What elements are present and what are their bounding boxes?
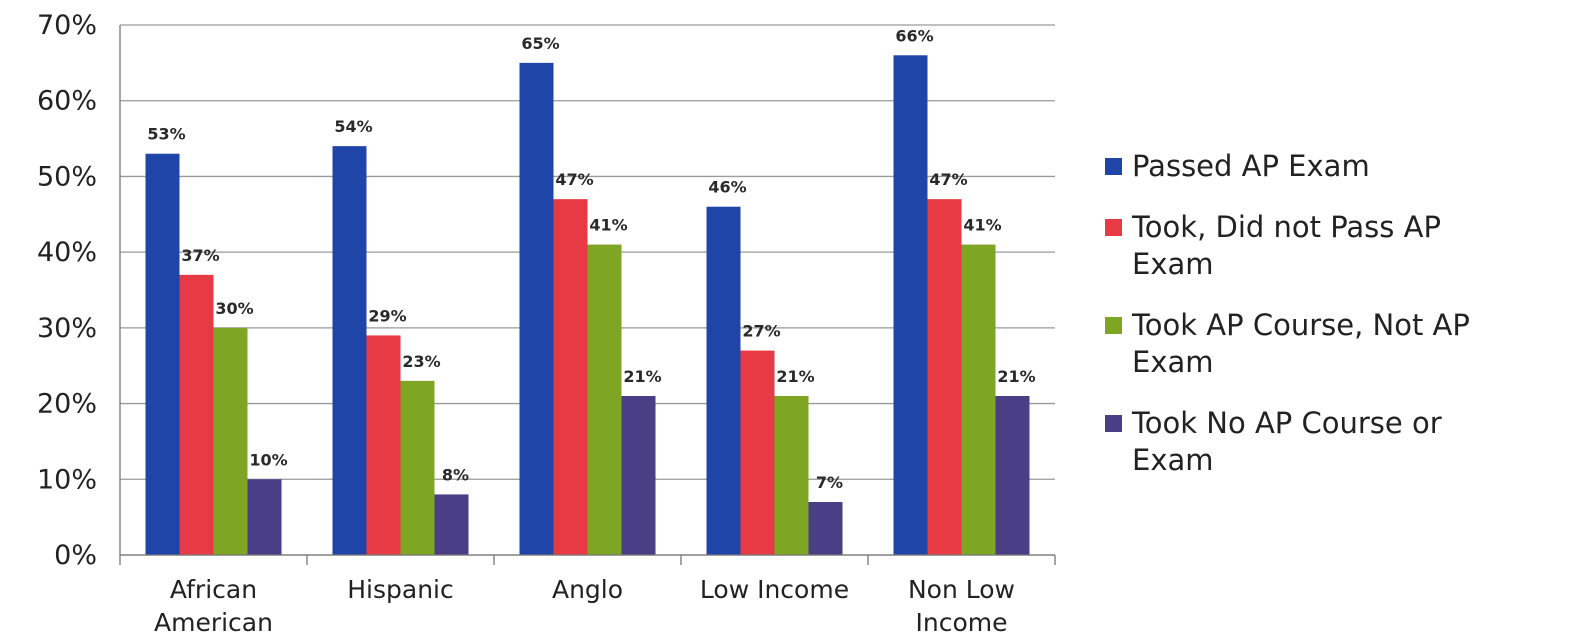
data-label: 47% (555, 170, 593, 189)
data-label: 65% (521, 34, 559, 53)
legend-item: Took No AP Course or Exam (1105, 405, 1575, 479)
bar (553, 199, 588, 555)
legend-label-line: Exam (1132, 345, 1214, 379)
data-label: 66% (895, 26, 933, 45)
bar (774, 396, 809, 555)
bar (808, 502, 843, 555)
y-tick-label: 40% (37, 237, 97, 268)
x-tick-label: African (170, 575, 257, 604)
data-label: 21% (623, 367, 661, 386)
data-label: 54% (334, 117, 372, 136)
legend-swatch-icon (1105, 158, 1122, 175)
bar (179, 274, 214, 555)
data-label: 21% (776, 367, 814, 386)
y-tick-label: 70% (37, 10, 97, 41)
legend-label-line: Took AP Course, Not AP (1132, 308, 1470, 342)
legend-item: Took AP Course, Not AP Exam (1105, 307, 1575, 381)
y-tick-label: 60% (37, 86, 97, 117)
bar (621, 396, 656, 555)
legend-label-line: Exam (1132, 247, 1214, 281)
data-label: 41% (589, 216, 627, 235)
x-tick-label: Non Low (908, 575, 1015, 604)
legend-label: Took AP Course, Not AP Exam (1132, 307, 1470, 381)
bar (400, 380, 435, 555)
data-label: 10% (249, 450, 287, 469)
legend: Passed AP Exam Took, Did not Pass AP Exam T… (1105, 148, 1575, 503)
data-label: 29% (368, 306, 406, 325)
legend-swatch-icon (1105, 317, 1122, 334)
x-axis: African American Hispanic Anglo Low Income No… (119, 554, 1056, 637)
bar (332, 146, 367, 555)
legend-swatch-icon (1105, 415, 1122, 432)
data-label: 30% (215, 299, 253, 318)
y-tick-label: 50% (37, 161, 97, 192)
legend-label: Passed AP Exam (1132, 148, 1370, 185)
bar (587, 244, 622, 556)
x-tick-label: Low Income (700, 575, 849, 604)
data-label: 37% (181, 246, 219, 265)
data-label: 7% (816, 473, 843, 492)
bar (145, 153, 180, 555)
bar (366, 335, 401, 555)
x-tick-label: Hispanic (347, 575, 454, 604)
data-labels: 53% 54% 65% 46% 66% 37% 29% 47% 27% 47% 30% 23% 41% 2… (147, 26, 1035, 492)
bar (927, 199, 962, 555)
data-label: 46% (708, 178, 746, 197)
x-tick-label: Income (916, 608, 1008, 637)
data-label: 53% (147, 125, 185, 144)
bar (740, 350, 775, 555)
bar (519, 62, 554, 555)
legend-label-line: Passed AP Exam (1132, 149, 1370, 183)
legend-swatch-icon (1105, 219, 1122, 236)
bar (961, 244, 996, 556)
data-label: 8% (442, 465, 469, 484)
bars (145, 55, 1030, 556)
y-tick-label: 0% (54, 540, 97, 571)
x-tick-label: American (154, 608, 273, 637)
legend-label-line: Took No AP Course or (1132, 406, 1442, 440)
legend-label: Took No AP Course or Exam (1132, 405, 1442, 479)
data-label: 27% (742, 322, 780, 341)
bar (213, 327, 248, 555)
legend-label-line: Took, Did not Pass AP (1132, 210, 1441, 244)
bar (995, 396, 1030, 555)
y-tick-label: 30% (37, 313, 97, 344)
legend-item: Passed AP Exam (1105, 148, 1575, 185)
legend-label-line: Exam (1132, 443, 1214, 477)
data-label: 21% (997, 367, 1035, 386)
y-axis: 0% 10% 20% 30% 40% 50% 60% 70% (37, 10, 121, 571)
data-label: 41% (963, 216, 1001, 235)
bar (434, 494, 469, 555)
bar (893, 55, 928, 556)
legend-label: Took, Did not Pass AP Exam (1132, 209, 1441, 283)
y-tick-label: 20% (37, 389, 97, 420)
bar (706, 206, 741, 555)
data-label: 47% (929, 170, 967, 189)
x-tick-label: Anglo (552, 575, 623, 604)
data-label: 23% (402, 352, 440, 371)
bar (247, 479, 282, 555)
y-tick-label: 10% (37, 464, 97, 495)
legend-item: Took, Did not Pass AP Exam (1105, 209, 1575, 283)
